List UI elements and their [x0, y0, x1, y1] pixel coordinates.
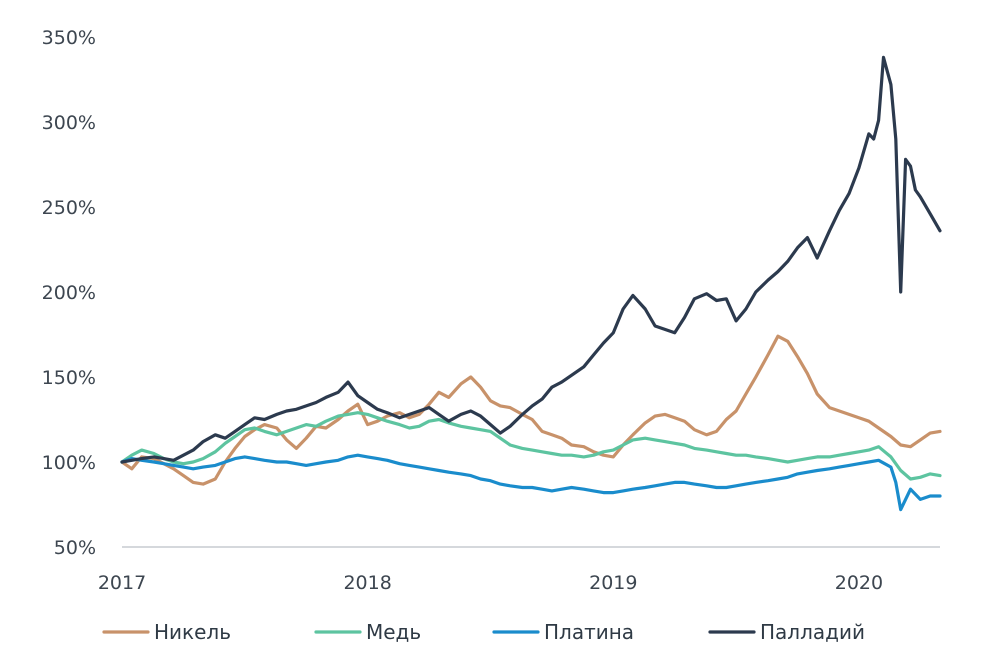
- series-line-2: [120, 411, 942, 481]
- x-tick-label: 2018: [343, 572, 391, 594]
- series-line-4: [120, 55, 942, 464]
- x-tick-label: 2019: [589, 572, 637, 594]
- x-axis: 2017 2018 2019 2020: [98, 572, 883, 594]
- y-tick-label: 200%: [42, 282, 96, 304]
- legend-label: Платина: [544, 620, 634, 644]
- legend-item: Медь: [314, 620, 421, 644]
- y-tick-label: 50%: [54, 537, 96, 559]
- series-line-3: [120, 453, 942, 512]
- legend-item: Платина: [492, 620, 634, 644]
- series-line-1: [120, 334, 942, 486]
- x-tick-label: 2017: [98, 572, 146, 594]
- legend-item: Никель: [102, 620, 231, 644]
- legend-label: Палладий: [760, 620, 865, 644]
- y-tick-label: 300%: [42, 112, 96, 134]
- y-axis: 50% 100% 150% 200% 250% 300% 350%: [42, 27, 96, 559]
- y-tick-label: 150%: [42, 367, 96, 389]
- y-tick-label: 350%: [42, 27, 96, 49]
- plot-area: [120, 55, 942, 512]
- legend-label: Медь: [366, 620, 421, 644]
- legend-label: Никель: [154, 620, 231, 644]
- y-tick-label: 100%: [42, 452, 96, 474]
- legend: Никель Медь Платина Палладий: [102, 620, 865, 644]
- legend-item: Палладий: [708, 620, 865, 644]
- x-tick-label: 2020: [835, 572, 883, 594]
- y-tick-label: 250%: [42, 197, 96, 219]
